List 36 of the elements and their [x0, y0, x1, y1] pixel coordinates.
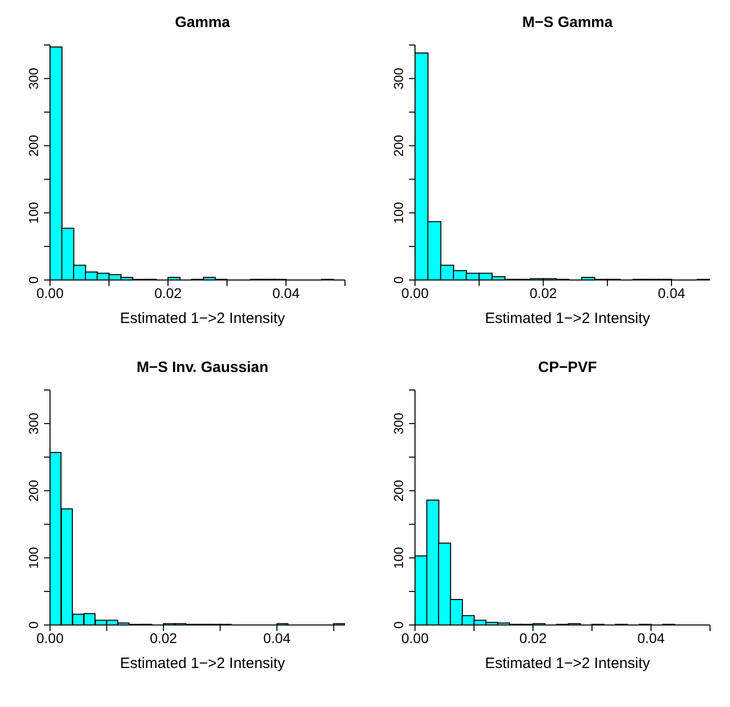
- x-tick-label: 0.02: [154, 284, 182, 301]
- chart-title: CP−PVF: [537, 358, 598, 378]
- x-tick-label: 0.04: [263, 630, 291, 646]
- chart-title: Gamma: [174, 13, 232, 33]
- y-tick-label: 100: [26, 547, 41, 569]
- y-tick-label: 300: [26, 412, 41, 434]
- y-tick-label: 300: [391, 412, 406, 434]
- y-tick-label: 100: [391, 202, 406, 224]
- x-tick-label: 0.02: [530, 284, 558, 301]
- chart-title: M−S Gamma: [521, 13, 614, 33]
- y-tick-label: 200: [26, 480, 41, 502]
- x-tick-label: 0.02: [150, 630, 178, 646]
- x-tick-label: 0.00: [401, 630, 429, 646]
- x-axis-title: Estimated 1−>2 Intensity: [484, 310, 652, 327]
- y-tick-label: 0: [26, 621, 41, 629]
- chart-title: M−S Inv. Gaussian: [136, 358, 270, 378]
- y-tick-label: 200: [391, 480, 406, 502]
- y-tick-label: 0: [391, 276, 406, 284]
- x-tick-label: 0.04: [637, 630, 665, 646]
- x-axis-title: Estimated 1−>2 Intensity: [118, 655, 286, 672]
- x-tick-label: 0.00: [401, 284, 429, 301]
- x-tick-label: 0.04: [658, 284, 686, 301]
- y-tick-label: 100: [26, 202, 41, 224]
- x-axis-title: Estimated 1−>2 Intensity: [484, 655, 652, 672]
- x-tick-label: 0.04: [272, 284, 300, 301]
- y-tick-label: 200: [26, 134, 41, 157]
- y-tick-label: 300: [26, 68, 41, 90]
- y-tick-label: 200: [391, 134, 406, 157]
- x-tick-label: 0.00: [36, 284, 64, 301]
- x-tick-label: 0.00: [36, 630, 64, 646]
- y-tick-label: 100: [391, 547, 406, 569]
- x-axis-title: Estimated 1−>2 Intensity: [118, 310, 286, 327]
- y-tick-label: 0: [391, 621, 406, 629]
- x-tick-label: 0.02: [519, 630, 547, 646]
- y-tick-label: 0: [26, 276, 41, 284]
- y-tick-label: 300: [391, 68, 406, 90]
